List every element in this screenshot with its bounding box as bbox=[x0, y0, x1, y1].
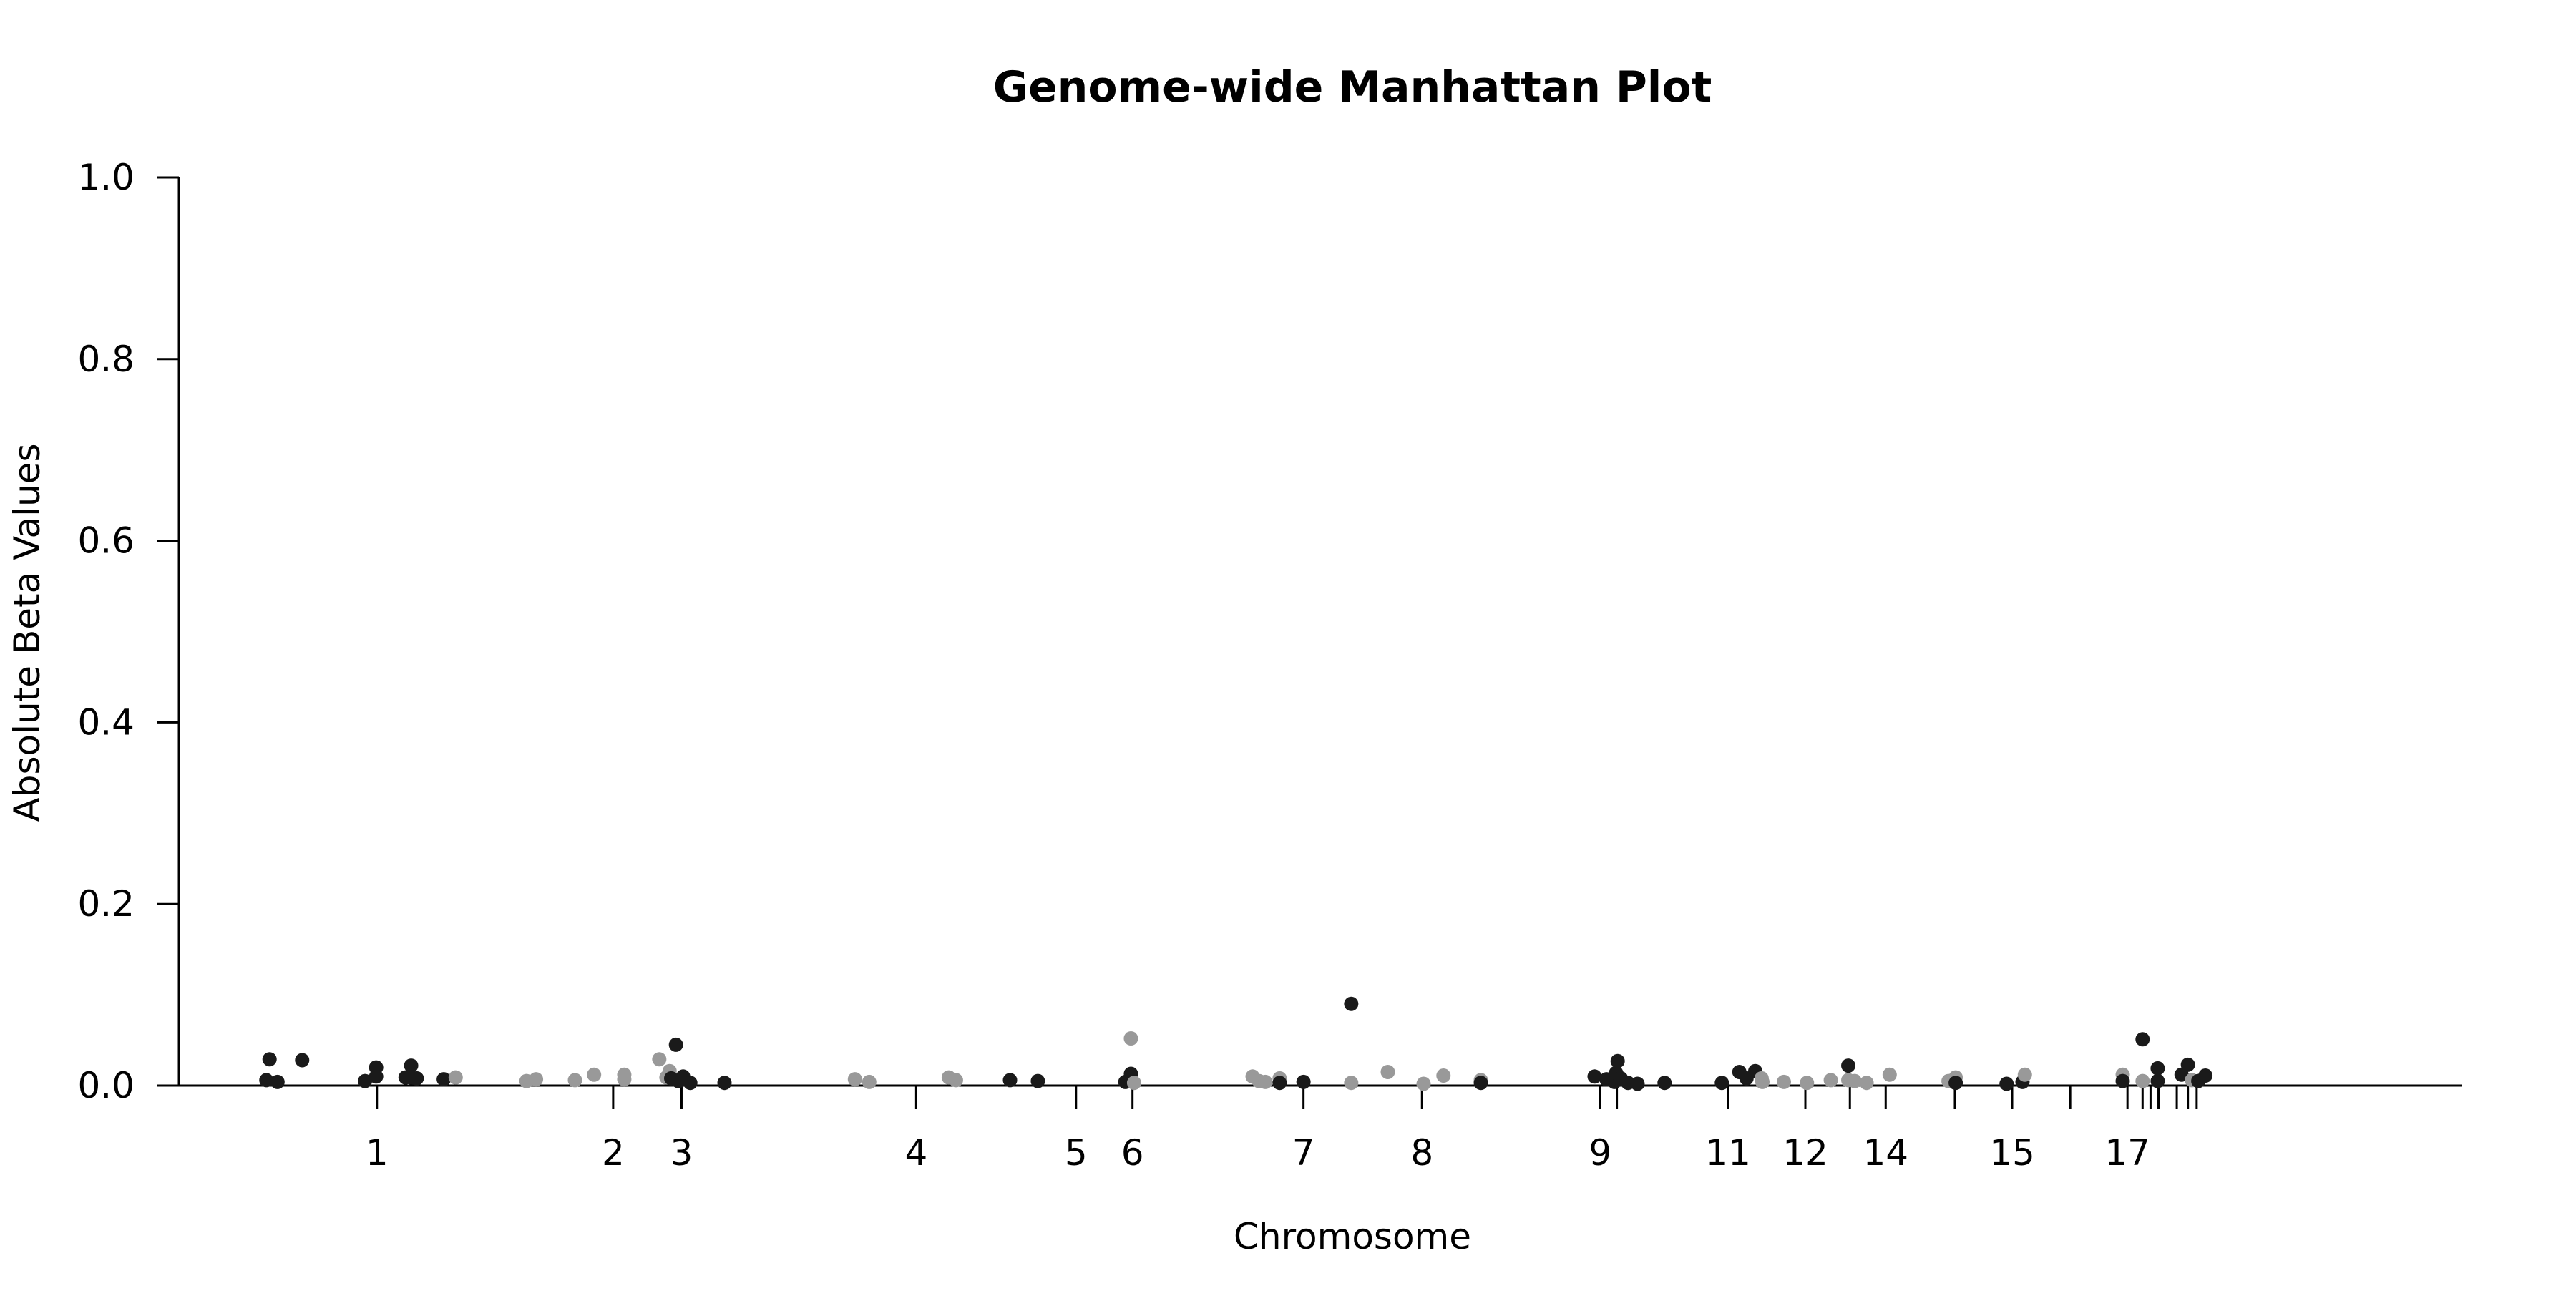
data-point bbox=[2150, 1061, 2165, 1076]
y-tick-label: 0.0 bbox=[77, 1065, 135, 1106]
x-tick-label: 6 bbox=[1121, 1132, 1144, 1174]
x-tick-label: 15 bbox=[1989, 1132, 2035, 1174]
data-point bbox=[262, 1052, 277, 1067]
data-point bbox=[668, 1037, 683, 1052]
data-point bbox=[270, 1074, 285, 1089]
data-point bbox=[1777, 1074, 1792, 1089]
data-point bbox=[1847, 1073, 1862, 1088]
data-point bbox=[529, 1072, 544, 1087]
data-point bbox=[2135, 1032, 2150, 1047]
data-point bbox=[1344, 996, 1359, 1011]
data-point bbox=[404, 1058, 419, 1073]
data-point bbox=[847, 1072, 862, 1087]
data-point bbox=[2198, 1068, 2213, 1083]
y-axis: 0.0 0.2 0.4 0.6 0.8 1.0 bbox=[77, 157, 180, 1106]
data-point bbox=[2135, 1073, 2150, 1088]
data-point bbox=[436, 1072, 452, 1087]
data-point bbox=[1436, 1068, 1451, 1083]
data-point bbox=[1473, 1076, 1488, 1091]
x-axis: 1 2 3 4 5 6 7 8 9 11 12 14 15 17 bbox=[179, 1084, 2462, 1174]
x-tick-label: 17 bbox=[2104, 1132, 2150, 1174]
data-point bbox=[1610, 1053, 1625, 1068]
data-point bbox=[617, 1072, 632, 1087]
y-tick-label: 1.0 bbox=[77, 157, 135, 198]
data-point bbox=[295, 1053, 310, 1068]
data-point bbox=[1630, 1076, 1645, 1091]
data-point bbox=[1755, 1074, 1770, 1089]
y-tick-label: 0.4 bbox=[77, 701, 135, 743]
data-point bbox=[1258, 1074, 1273, 1089]
data-point bbox=[259, 1073, 274, 1088]
data-point bbox=[1948, 1076, 1963, 1091]
x-tick-label: 14 bbox=[1863, 1132, 1908, 1174]
x-tick-label: 7 bbox=[1292, 1132, 1315, 1174]
data-point bbox=[1841, 1058, 1856, 1073]
x-tick-label: 8 bbox=[1410, 1132, 1433, 1174]
y-axis-label: Absolute Beta Values bbox=[6, 444, 48, 822]
data-point bbox=[948, 1073, 963, 1088]
data-point bbox=[1030, 1073, 1045, 1088]
data-point bbox=[2115, 1073, 2130, 1088]
x-tick-label: 1 bbox=[366, 1132, 389, 1174]
x-tick-label: 3 bbox=[670, 1132, 693, 1174]
data-point bbox=[2017, 1067, 2032, 1082]
y-tick-label: 0.8 bbox=[77, 338, 135, 380]
x-tick-label: 2 bbox=[602, 1132, 625, 1174]
data-point bbox=[1657, 1076, 1672, 1091]
data-point bbox=[1344, 1076, 1359, 1091]
data-point bbox=[1800, 1076, 1815, 1091]
y-tick-label: 0.6 bbox=[77, 520, 135, 562]
data-point bbox=[652, 1052, 667, 1067]
y-tick-label: 0.2 bbox=[77, 883, 135, 925]
data-point bbox=[567, 1073, 582, 1088]
data-point bbox=[1296, 1074, 1311, 1089]
data-point bbox=[1587, 1069, 1602, 1084]
data-point bbox=[683, 1076, 698, 1091]
data-point bbox=[358, 1073, 373, 1088]
data-point bbox=[1999, 1076, 2014, 1091]
x-tick-label: 4 bbox=[904, 1132, 927, 1174]
data-point bbox=[1272, 1076, 1287, 1091]
x-tick-label: 11 bbox=[1705, 1132, 1751, 1174]
data-point bbox=[1416, 1076, 1431, 1091]
data-point bbox=[2180, 1057, 2195, 1072]
data-point bbox=[1126, 1076, 1141, 1091]
x-tick-label: 12 bbox=[1782, 1132, 1828, 1174]
data-point bbox=[862, 1074, 877, 1089]
data-point bbox=[587, 1067, 602, 1082]
data-point bbox=[369, 1069, 384, 1084]
data-points bbox=[259, 996, 2213, 1091]
x-axis-label: Chromosome bbox=[1234, 1216, 1471, 1257]
data-point bbox=[1380, 1064, 1395, 1079]
data-point bbox=[1859, 1076, 1874, 1091]
data-point bbox=[1714, 1076, 1729, 1091]
data-point bbox=[1823, 1073, 1838, 1088]
data-point bbox=[1002, 1073, 1018, 1088]
data-point bbox=[1123, 1031, 1138, 1046]
data-point bbox=[1882, 1067, 1897, 1082]
data-point bbox=[409, 1071, 424, 1086]
chart-title: Genome-wide Manhattan Plot bbox=[993, 62, 1712, 112]
data-point bbox=[2150, 1073, 2165, 1088]
x-tick-label: 5 bbox=[1065, 1132, 1088, 1174]
x-tick-label: 9 bbox=[1589, 1132, 1611, 1174]
data-point bbox=[448, 1070, 463, 1085]
data-point bbox=[717, 1076, 732, 1091]
